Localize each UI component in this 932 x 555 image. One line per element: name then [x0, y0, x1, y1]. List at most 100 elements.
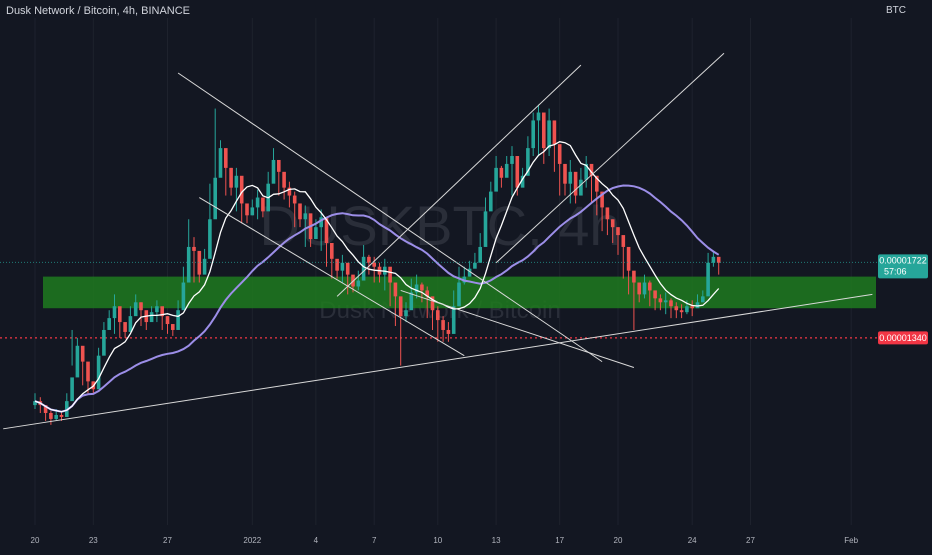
- candle-body: [616, 227, 620, 236]
- time-tick-label: 20: [614, 536, 623, 545]
- candle-body: [176, 310, 180, 330]
- candle-body: [86, 361, 90, 382]
- candle-body: [80, 345, 85, 362]
- candle-body: [261, 197, 265, 212]
- rising-channel-upper[interactable]: [495, 52, 725, 264]
- candle-body: [494, 167, 498, 192]
- candle-body: [695, 302, 700, 309]
- candle-body: [324, 217, 329, 243]
- candle-body: [49, 412, 53, 419]
- candle-body: [128, 316, 133, 332]
- candle-body: [489, 191, 493, 212]
- time-tick-label: 27: [163, 536, 172, 545]
- candle-body: [54, 414, 58, 419]
- support-trendline[interactable]: [3, 293, 873, 430]
- trendline-drawings[interactable]: [3, 52, 873, 430]
- candle-body: [70, 377, 74, 402]
- time-tick-label: 7: [372, 536, 377, 545]
- candle-body: [674, 306, 679, 311]
- candle-body: [701, 296, 705, 303]
- candle-body: [335, 258, 339, 271]
- candle-body: [213, 177, 217, 220]
- candle-body: [420, 284, 424, 291]
- candle-body: [181, 282, 186, 311]
- candle-body: [414, 284, 419, 293]
- candle-body: [292, 195, 297, 204]
- price-badges: 0.00001722 57:06 0.00001340: [878, 254, 928, 345]
- channel-lower-line[interactable]: [199, 197, 465, 357]
- candle-body: [224, 148, 228, 168]
- candle-body: [282, 171, 286, 188]
- candle-body: [542, 112, 546, 149]
- candle-body: [653, 290, 657, 299]
- candle-body: [165, 316, 170, 325]
- time-tick-label: 2022: [243, 536, 261, 545]
- candle-countdown: 57:06: [884, 266, 907, 276]
- candle-body: [504, 163, 509, 178]
- time-tick-label: Feb: [844, 536, 858, 545]
- candle-body: [75, 345, 80, 378]
- candle-body: [690, 306, 694, 309]
- candle-body: [632, 270, 636, 283]
- time-tick-label: 24: [688, 536, 697, 545]
- time-tick-label: 23: [89, 536, 98, 545]
- candle-body: [716, 256, 721, 263]
- candle-body: [584, 163, 588, 180]
- candle-body: [250, 207, 255, 216]
- time-tick-label: 17: [555, 536, 564, 545]
- candle-body: [430, 296, 435, 311]
- candle-body: [345, 262, 350, 275]
- crossing-line[interactable]: [400, 289, 635, 369]
- candle-body: [245, 203, 249, 216]
- candle-body: [340, 262, 345, 271]
- candle-body: [515, 156, 520, 188]
- candle-body: [112, 306, 117, 319]
- candle-body: [467, 268, 472, 277]
- candle-body: [277, 159, 281, 172]
- candle-body: [303, 213, 308, 220]
- candle-body: [319, 217, 323, 228]
- candle-body: [356, 280, 361, 287]
- candle-body: [663, 300, 668, 303]
- candle-body: [202, 258, 207, 275]
- candle-body: [123, 322, 127, 332]
- candle-body: [451, 306, 456, 334]
- channel-upper-line[interactable]: [177, 72, 603, 363]
- candle-body: [711, 256, 716, 263]
- candle-body: [441, 320, 445, 330]
- current-price-badge: [878, 254, 928, 279]
- time-axis[interactable]: 20 23 27 2022 4 7 10 13 17 20 24 27 Feb: [0, 528, 932, 550]
- candle-body: [526, 148, 530, 176]
- candle-body: [192, 246, 196, 251]
- candle-body: [510, 156, 514, 164]
- candle-body: [330, 242, 334, 259]
- candle-body: [685, 306, 689, 313]
- rising-channel-lower[interactable]: [336, 64, 582, 297]
- candle-body: [139, 302, 143, 311]
- candle-body: [229, 167, 233, 188]
- candle-body: [186, 246, 191, 283]
- candle-body: [409, 292, 414, 311]
- candle-body: [393, 282, 398, 297]
- candle-body: [573, 171, 578, 196]
- candle-body: [595, 175, 599, 192]
- candle-body: [59, 414, 64, 417]
- candle-body: [626, 246, 631, 271]
- current-price-label: 0.00001722: [879, 255, 927, 265]
- candle-body: [33, 401, 37, 406]
- candle-body: [372, 262, 376, 267]
- time-tick-label: 13: [492, 536, 501, 545]
- candle-body: [314, 227, 318, 240]
- candle-body: [155, 306, 159, 313]
- candle-body: [398, 296, 403, 317]
- candle-body: [107, 318, 111, 330]
- candle-body: [361, 256, 366, 281]
- candle-body: [287, 187, 292, 196]
- candle-body: [536, 112, 541, 121]
- candle-body: [298, 203, 302, 220]
- candle-body: [425, 290, 429, 297]
- moving-average-fast: [34, 141, 720, 413]
- candle-body: [706, 262, 710, 297]
